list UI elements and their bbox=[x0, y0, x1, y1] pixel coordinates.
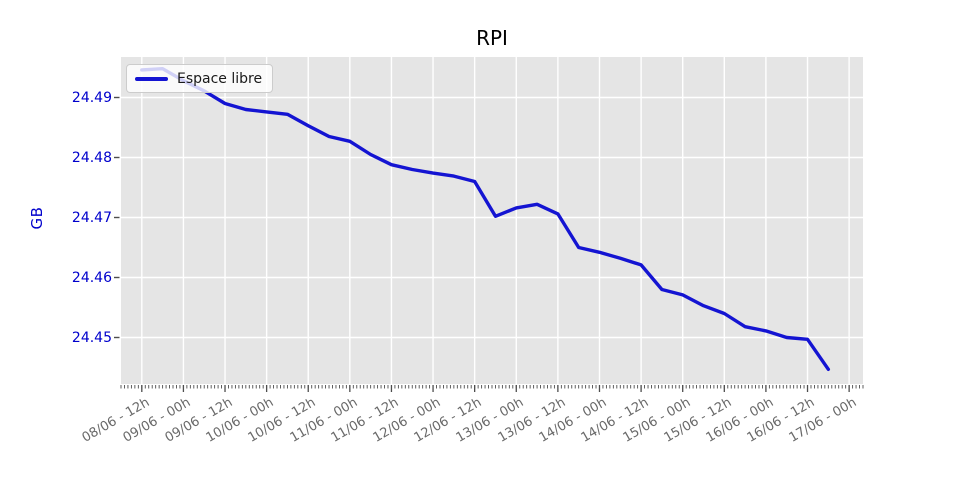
y-tick-label: 24.45 bbox=[71, 329, 112, 346]
y-tick-label: 24.47 bbox=[71, 209, 112, 226]
y-tick-label: 24.46 bbox=[71, 269, 112, 286]
y-tick-label: 24.48 bbox=[71, 149, 112, 166]
legend-label: Espace libre bbox=[177, 70, 263, 87]
data-line-espace-libre bbox=[140, 66, 831, 371]
plot-background bbox=[121, 57, 863, 384]
legend: Espace libre bbox=[126, 64, 274, 93]
chart-title: RPI bbox=[476, 26, 508, 50]
y-tick-label: 24.49 bbox=[71, 89, 112, 106]
legend-line-swatch-icon bbox=[135, 76, 168, 81]
